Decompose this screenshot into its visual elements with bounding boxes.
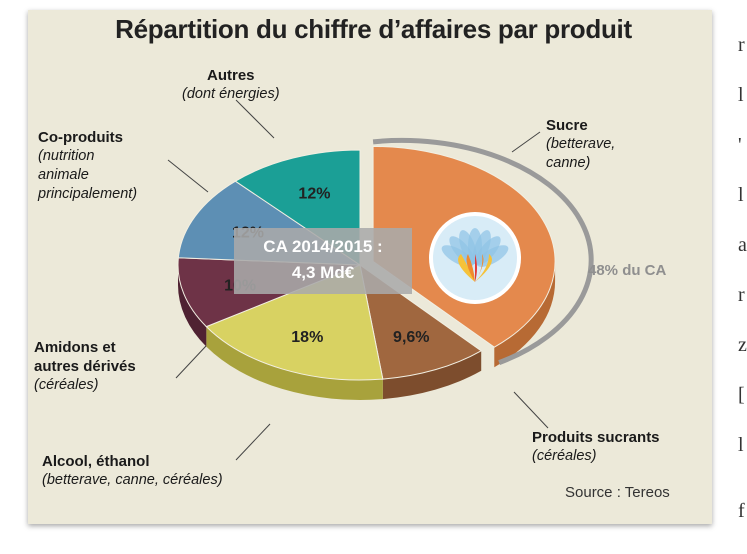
label-amidons-name2: autres dérivés xyxy=(34,358,136,375)
label-sucrants-sub: (céréales) xyxy=(532,448,597,464)
pie-slice-side xyxy=(494,261,556,368)
label-sucre-name: Sucre xyxy=(546,117,588,134)
label-alcool-sub: (betterave, canne, céréales) xyxy=(42,472,223,488)
leader-line xyxy=(235,99,275,139)
center-total-box: CA 2014/2015 : 4,3 Md€ xyxy=(234,228,412,294)
adjacent-text-fragment: r l ' l a r z[l f xyxy=(738,34,747,522)
label-amidons-sub: (céréales) xyxy=(34,377,99,393)
label-alcool-name: Alcool, éthanol xyxy=(42,453,150,470)
label-amidons: Amidons et autres dérivés (céréales) xyxy=(34,338,136,395)
pie-slice-side xyxy=(178,265,207,347)
center-total-line1: CA 2014/2015 : xyxy=(263,237,383,256)
label-autres: Autres (dont énergies) xyxy=(182,66,280,104)
center-total-line2: 4,3 Md€ xyxy=(291,263,355,282)
label-coproduits: Co-produits (nutrition animale principal… xyxy=(38,128,137,204)
label-sucre-sub2: canne) xyxy=(546,155,591,171)
label-coproduits-sub1: (nutrition xyxy=(38,148,95,164)
highlight-annotation: 48% du CA xyxy=(588,262,667,279)
leader-line xyxy=(167,159,209,193)
leader-line xyxy=(235,423,271,461)
label-sucrants-name: Produits sucrants xyxy=(532,429,660,446)
slice-value-label: 12% xyxy=(298,185,330,202)
label-sucrants: Produits sucrants (céréales) xyxy=(532,428,660,466)
label-amidons-name1: Amidons et xyxy=(34,339,116,356)
slice-value-label: 18% xyxy=(291,329,323,346)
lotus-logo-icon xyxy=(429,212,521,304)
label-sucre: Sucre (betterave, canne) xyxy=(546,116,615,173)
pie-slice-side xyxy=(206,326,383,400)
leader-line xyxy=(175,345,207,379)
label-coproduits-sub3: principalement) xyxy=(38,186,138,202)
slice-value-label: 9,6% xyxy=(393,329,429,346)
source-note: Source : Tereos xyxy=(565,484,670,501)
label-autres-sub: (dont énergies) xyxy=(182,86,280,102)
label-sucre-sub1: (betterave, xyxy=(546,136,616,152)
leader-line xyxy=(513,391,549,429)
label-autres-name: Autres xyxy=(207,67,255,84)
chart-title: Répartition du chiffre d’affaires par pr… xyxy=(115,14,632,44)
label-coproduits-name: Co-produits xyxy=(38,129,123,146)
highlight-ring xyxy=(372,137,594,365)
leader-line xyxy=(511,131,541,153)
label-coproduits-sub2: animale xyxy=(38,167,89,183)
label-alcool: Alcool, éthanol (betterave, canne, céréa… xyxy=(42,452,223,490)
